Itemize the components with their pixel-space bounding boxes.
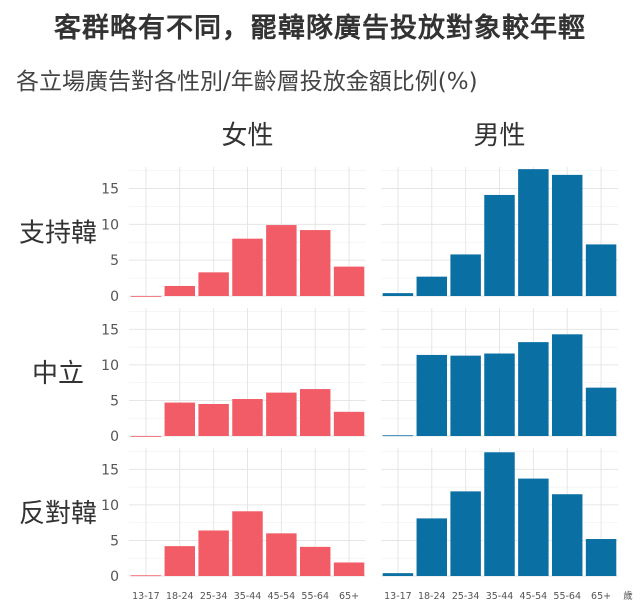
x-tick-label: 18-24 xyxy=(166,591,194,602)
x-tick-label: 65+ xyxy=(591,591,611,602)
bar-男性-中立-13-17 xyxy=(382,435,414,437)
bar-男性-支持韓-18-24 xyxy=(416,276,448,296)
bar-女性-反對韓-45-54 xyxy=(266,533,297,576)
bar-女性-支持韓-65+ xyxy=(333,266,365,296)
bar-男性-支持韓-55-64 xyxy=(551,174,583,296)
bar-女性-反對韓-65+ xyxy=(333,562,365,576)
x-tick-label: 35-44 xyxy=(234,591,262,602)
x-unit-label: 歲 xyxy=(623,590,633,602)
row-label-0: 支持韓 xyxy=(19,219,97,249)
y-tick-label: 0 xyxy=(110,429,119,445)
bar-男性-反對韓-45-54 xyxy=(518,478,549,576)
bar-男性-反對韓-18-24 xyxy=(416,518,448,576)
bar-女性-反對韓-25-34 xyxy=(198,530,229,576)
bar-男性-反對韓-35-44 xyxy=(484,452,515,576)
bar-男性-中立-35-44 xyxy=(484,353,515,436)
bar-女性-支持韓-25-34 xyxy=(198,272,229,296)
bar-女性-中立-18-24 xyxy=(164,402,196,436)
bar-男性-反對韓-55-64 xyxy=(551,494,583,576)
x-tick-label: 55-64 xyxy=(553,591,581,602)
bar-女性-支持韓-55-64 xyxy=(299,230,331,296)
bar-男性-中立-45-54 xyxy=(518,342,549,436)
row-label-2: 反對韓 xyxy=(19,499,97,529)
x-tick-label: 13-17 xyxy=(132,591,160,602)
chart-title: 客群略有不同，罷韓隊廣告投放對象較年輕 xyxy=(54,13,586,44)
bar-女性-中立-13-17 xyxy=(130,436,162,437)
y-tick-label: 15 xyxy=(101,182,119,198)
y-tick-label: 5 xyxy=(110,253,119,269)
column-header-0: 女性 xyxy=(221,121,273,151)
y-tick-label: 10 xyxy=(101,498,119,514)
x-tick-label: 45-54 xyxy=(268,591,296,602)
y-tick-label: 10 xyxy=(101,217,119,233)
x-tick-label: 18-24 xyxy=(418,591,446,602)
bar-男性-支持韓-65+ xyxy=(585,244,617,296)
x-tick-label: 25-34 xyxy=(200,591,228,602)
bar-男性-支持韓-45-54 xyxy=(518,169,549,296)
bar-女性-支持韓-18-24 xyxy=(164,285,196,296)
bar-男性-支持韓-13-17 xyxy=(382,293,414,296)
x-tick-label: 65+ xyxy=(339,591,359,602)
bar-男性-支持韓-35-44 xyxy=(484,194,515,296)
x-tick-label: 13-17 xyxy=(384,591,412,602)
x-tick-label: 25-34 xyxy=(452,591,480,602)
row-label-1: 中立 xyxy=(32,359,84,389)
bar-男性-反對韓-13-17 xyxy=(382,573,414,576)
column-header-1: 男性 xyxy=(473,121,525,151)
bar-男性-反對韓-65+ xyxy=(585,539,617,576)
bar-男性-反對韓-25-34 xyxy=(450,491,481,576)
bar-男性-中立-18-24 xyxy=(416,354,448,436)
y-tick-label: 10 xyxy=(101,358,119,374)
y-tick-label: 0 xyxy=(110,289,119,305)
bar-女性-中立-55-64 xyxy=(299,389,331,436)
y-tick-label: 15 xyxy=(101,462,119,478)
bar-女性-中立-35-44 xyxy=(232,399,263,436)
bar-女性-反對韓-35-44 xyxy=(232,511,263,576)
bar-男性-中立-55-64 xyxy=(551,334,583,436)
y-tick-label: 0 xyxy=(110,569,119,585)
y-tick-label: 5 xyxy=(110,393,119,409)
bar-女性-支持韓-35-44 xyxy=(232,238,263,296)
bar-女性-反對韓-55-64 xyxy=(299,546,331,576)
bar-女性-反對韓-13-17 xyxy=(130,575,162,577)
bar-男性-中立-65+ xyxy=(585,387,617,436)
chart-subtitle: 各立場廣告對各性別/年齡層投放金額比例(%) xyxy=(16,69,478,95)
bar-女性-中立-45-54 xyxy=(266,392,297,436)
bar-女性-反對韓-18-24 xyxy=(164,546,196,576)
bar-男性-中立-25-34 xyxy=(450,355,481,436)
y-tick-label: 5 xyxy=(110,533,119,549)
bar-女性-支持韓-13-17 xyxy=(130,296,162,297)
y-tick-label: 15 xyxy=(101,322,119,338)
x-tick-label: 45-54 xyxy=(520,591,548,602)
bar-男性-支持韓-25-34 xyxy=(450,254,481,296)
bar-女性-中立-25-34 xyxy=(198,404,229,436)
x-tick-label: 35-44 xyxy=(486,591,514,602)
x-tick-label: 55-64 xyxy=(301,591,329,602)
bar-女性-中立-65+ xyxy=(333,411,365,436)
bar-女性-支持韓-45-54 xyxy=(266,225,297,296)
